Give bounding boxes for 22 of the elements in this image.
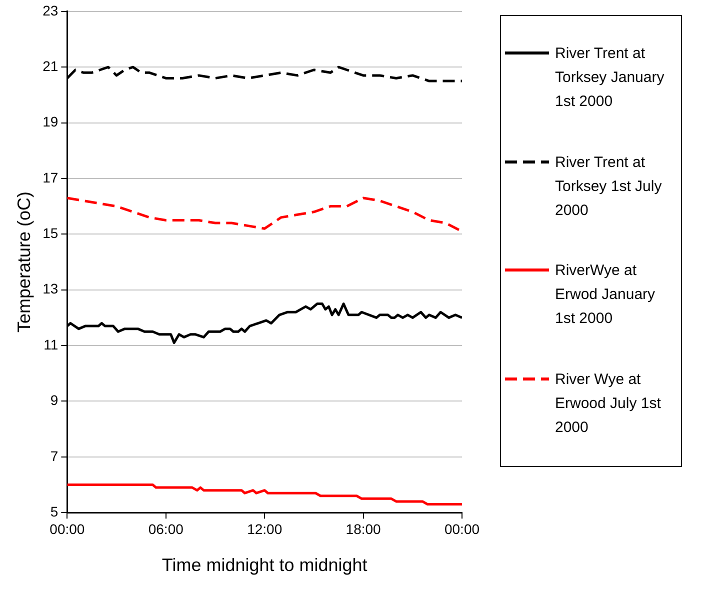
y-tick-label: 21 bbox=[42, 58, 58, 74]
y-tick-label: 11 bbox=[44, 336, 58, 352]
legend-label: River Trent at Torksey January 1st 2000 bbox=[555, 44, 666, 112]
y-axis-title: Temperature (oC) bbox=[14, 191, 34, 333]
legend-label: River Trent at Torksey 1st July 2000 bbox=[555, 152, 663, 221]
y-tick-label: 15 bbox=[42, 225, 58, 242]
y-tick-label: 7 bbox=[50, 448, 58, 464]
line-series bbox=[67, 196, 462, 233]
y-tick-label: 9 bbox=[50, 392, 58, 408]
legend-label: RiverWye at Erwod January 1st 2000 bbox=[555, 261, 656, 330]
x-tick-label: 00:00 bbox=[444, 520, 480, 537]
x-tick-label: 00:00 bbox=[50, 520, 85, 537]
x-tick-label: 06:00 bbox=[148, 520, 184, 537]
legend-label: River Wye at Erwood July 1st 2000 bbox=[555, 370, 662, 438]
y-tick-label: 17 bbox=[42, 169, 58, 186]
x-axis-title: Time midnight to midnight bbox=[162, 555, 368, 576]
y-tick-label: 23 bbox=[42, 2, 58, 18]
y-tick-label: 5 bbox=[50, 503, 58, 520]
y-tick-label: 13 bbox=[42, 280, 58, 297]
x-tick-label: 18:00 bbox=[346, 520, 382, 537]
x-tick-label: 12:00 bbox=[247, 520, 282, 537]
y-tick-label: 19 bbox=[42, 114, 58, 130]
